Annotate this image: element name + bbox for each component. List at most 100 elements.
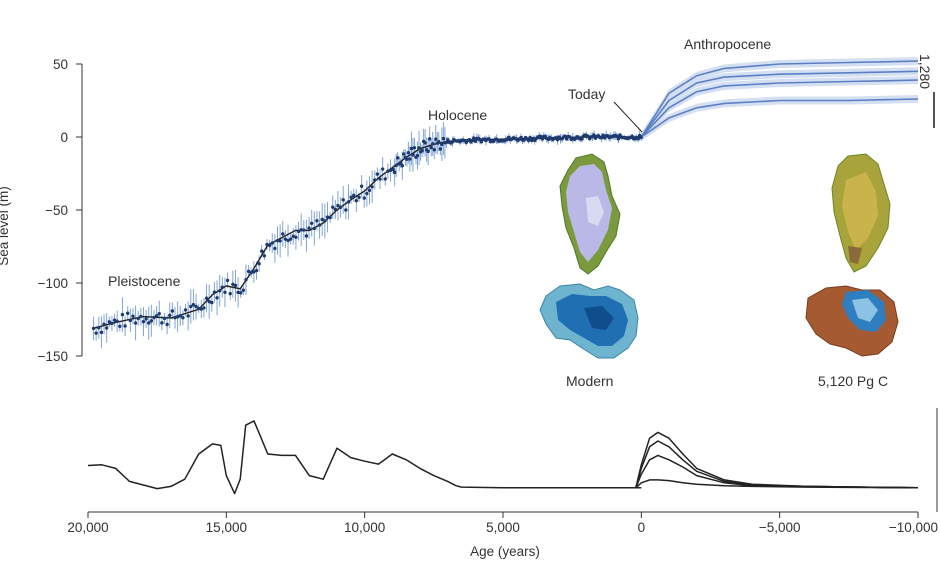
data-point [564,137,569,141]
y-tick-label: −100 [38,276,68,291]
data-point [178,314,182,318]
data-point [254,268,259,273]
data-point [420,148,424,153]
data-point [181,316,185,320]
data-point [246,269,251,274]
label-modern: Modern [566,373,613,389]
data-point [312,226,317,231]
data-point [241,288,246,292]
data-point [168,313,172,318]
data-point [165,322,169,327]
data-point [415,153,420,158]
data-point [399,161,403,165]
data-point [191,303,196,307]
greenland-scenario-map [831,153,891,273]
data-point [526,138,531,143]
sea-level-panel: 50 0 −50 −100 −150 Sea level (m) Pleistocene… [0,36,935,389]
data-point [380,167,385,171]
data-point [362,196,366,200]
data-point [411,153,415,157]
data-point [273,246,277,251]
data-point [391,167,395,172]
data-point [120,312,125,317]
data-point [325,215,330,219]
data-point [302,228,306,232]
x-tick-label: 10,000 [344,520,385,535]
data-point [323,219,327,223]
projection-band [641,57,918,141]
data-point [317,223,322,227]
data-point [239,291,243,295]
y-axis-title: Sea level (m) [0,186,11,266]
data-point [115,319,119,323]
data-point [412,146,417,150]
data-point [333,207,338,212]
forcing-lines [87,420,919,495]
data-point [139,314,143,319]
data-point [252,270,256,274]
data-point [367,188,372,193]
data-point [126,311,130,315]
data-point [359,184,364,188]
data-point [352,193,356,198]
today-pointer [613,101,643,133]
data-point [283,237,288,241]
data-point [286,238,290,243]
data-point [288,237,293,241]
data-point [440,142,444,147]
projection-line [640,70,919,138]
data-point [149,319,154,323]
data-point [212,290,217,294]
projection-band [641,76,918,141]
data-point [592,133,596,137]
data-point [281,232,285,236]
data-point [175,315,180,319]
data-point [196,306,201,311]
data-point [616,137,621,141]
x-tick-label: −5,000 [759,520,801,535]
data-point [522,138,526,142]
x-axis-title: Age (years) [470,544,540,559]
data-point [444,140,449,145]
data-point [473,139,478,143]
data-point [349,195,353,199]
data-point [257,261,261,266]
data-point [373,178,377,182]
data-point [636,137,640,141]
y-tick-label: 0 [60,130,68,145]
data-point [402,152,406,156]
data-point [186,314,190,318]
data-point [262,254,267,258]
data-point [270,241,274,245]
data-point [315,219,319,223]
data-point [307,226,311,230]
forcing-panel: 20,000 15,000 10,000 5,000 0 −5,000 −10,000 Ag… [67,408,938,559]
data-point [260,249,264,253]
data-point [207,299,211,304]
data-point [555,138,560,142]
data-point [338,205,343,210]
data-point [275,238,280,243]
data-point [599,136,604,140]
data-point [220,285,225,289]
data-point [365,191,369,196]
forcing-line [87,420,642,495]
data-point [601,133,605,137]
data-point [199,307,203,311]
data-point [429,145,433,150]
data-point [528,135,532,140]
data-point [210,300,214,305]
data-point [392,170,397,175]
data-point [141,319,146,324]
data-point [431,142,435,146]
projection-line [640,98,919,138]
data-point [194,304,198,309]
data-point [427,137,432,141]
data-point [304,234,309,238]
data-point [417,146,421,150]
data-point [357,195,361,200]
projection-line [640,79,919,138]
data-point [388,168,393,173]
data-point [563,134,567,138]
